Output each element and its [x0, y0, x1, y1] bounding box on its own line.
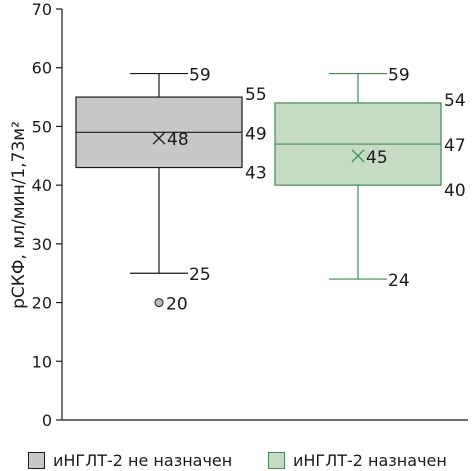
box-plot-chart: 0 10 20 30 40 50 60 70 48 59 25 55 49 43 20 45 59 24 54 47…: [9, 0, 468, 430]
chart-axes: 0 10 20 30 40 50 60 70: [32, 0, 468, 430]
mean-marker: [351, 149, 365, 163]
legend-swatch-prescribed: [268, 452, 285, 469]
q1-label: 43: [245, 164, 267, 184]
mean-marker: [152, 131, 166, 145]
whisker-low-label: 25: [189, 265, 211, 285]
y-tick-label: 50: [32, 117, 52, 136]
q3-label: 55: [245, 85, 267, 105]
y-tick-label: 0: [42, 411, 52, 430]
legend-label-prescribed: иНГЛТ-2 назначен: [293, 451, 447, 470]
mean-label: 48: [167, 130, 189, 150]
mean-label: 45: [366, 148, 388, 168]
whisker-high-label: 59: [388, 66, 410, 86]
legend-swatch-not-prescribed: [28, 452, 45, 469]
legend-item-prescribed: иНГЛТ-2 назначен: [268, 451, 447, 470]
y-tick-label: 30: [32, 235, 52, 254]
chart-boxes: 48 59 25 55 49 43 20 45 59 24 54 47 40: [75, 66, 466, 315]
y-tick-label: 70: [32, 0, 52, 19]
outlier-point: [154, 298, 164, 308]
whisker-high-label: 59: [189, 66, 211, 86]
outlier-label: 20: [166, 295, 188, 315]
y-tick-label: 40: [32, 176, 52, 195]
y-tick-label: 20: [32, 294, 52, 313]
q1-label: 40: [444, 181, 466, 201]
y-tick-label: 10: [32, 352, 52, 371]
q3-label: 54: [444, 91, 466, 111]
legend: иНГЛТ-2 не назначен иНГЛТ-2 назначен: [0, 446, 472, 471]
y-axis-title: рСКФ, мл/мин/1,73м²: [9, 121, 29, 309]
y-tick-label: 60: [32, 59, 52, 78]
whisker-low-label: 24: [388, 271, 410, 291]
median-label: 49: [245, 124, 267, 144]
legend-item-not-prescribed: иНГЛТ-2 не назначен: [28, 451, 232, 470]
legend-label-not-prescribed: иНГЛТ-2 не назначен: [53, 451, 233, 470]
median-label: 47: [444, 136, 466, 156]
